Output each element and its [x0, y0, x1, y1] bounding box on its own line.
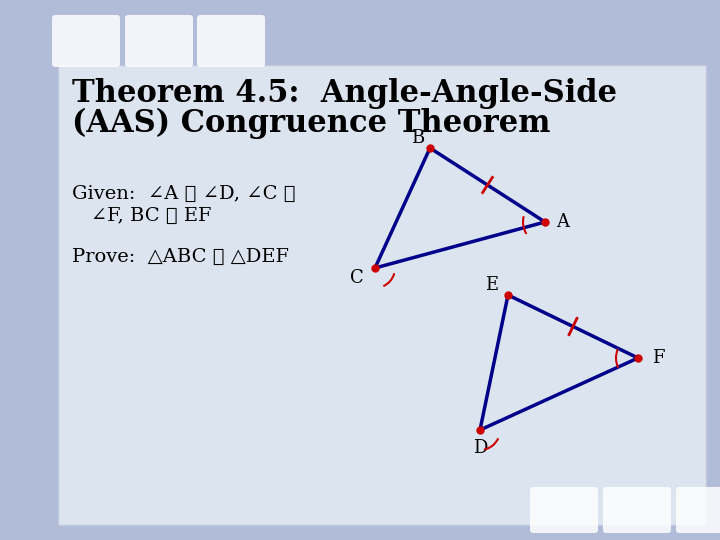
Text: (AAS) Congruence Theorem: (AAS) Congruence Theorem [72, 108, 551, 139]
FancyBboxPatch shape [197, 15, 265, 67]
Text: C: C [350, 269, 364, 287]
Text: Given:  ∠A ≅ ∠D, ∠C ≅: Given: ∠A ≅ ∠D, ∠C ≅ [72, 185, 295, 203]
FancyBboxPatch shape [530, 487, 598, 533]
Text: Prove:  △ABC ≅ △DEF: Prove: △ABC ≅ △DEF [72, 248, 289, 266]
FancyBboxPatch shape [603, 487, 671, 533]
Text: E: E [485, 276, 498, 294]
Text: D: D [473, 439, 487, 457]
FancyBboxPatch shape [52, 15, 120, 67]
FancyBboxPatch shape [125, 15, 193, 67]
Bar [58, 65, 706, 525]
Text: B: B [411, 129, 425, 147]
Text: ∠F, BC ≅ EF: ∠F, BC ≅ EF [72, 207, 212, 225]
Text: A: A [557, 213, 570, 231]
FancyBboxPatch shape [676, 487, 720, 533]
Text: F: F [652, 349, 665, 367]
Text: Theorem 4.5:  Angle-Angle-Side: Theorem 4.5: Angle-Angle-Side [72, 78, 617, 109]
